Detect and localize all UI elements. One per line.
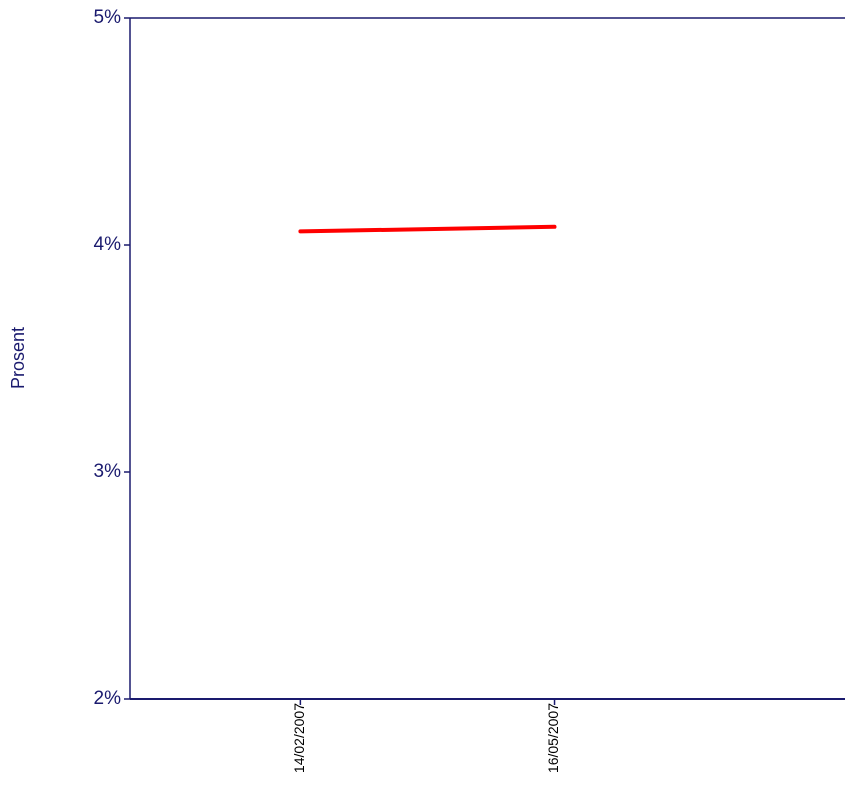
x-tick-label: 16/05/2007	[545, 703, 561, 773]
x-tick-label: 14/02/2007	[291, 703, 307, 773]
y-tick-label: 2%	[94, 688, 122, 709]
plot-area	[130, 18, 845, 699]
series-line	[298, 224, 557, 234]
y-axis-title: Prosent	[8, 327, 28, 389]
y-tick-label: 4%	[94, 234, 122, 255]
y-tick-label: 3%	[94, 461, 122, 482]
y-tick-label: 5%	[94, 7, 122, 28]
